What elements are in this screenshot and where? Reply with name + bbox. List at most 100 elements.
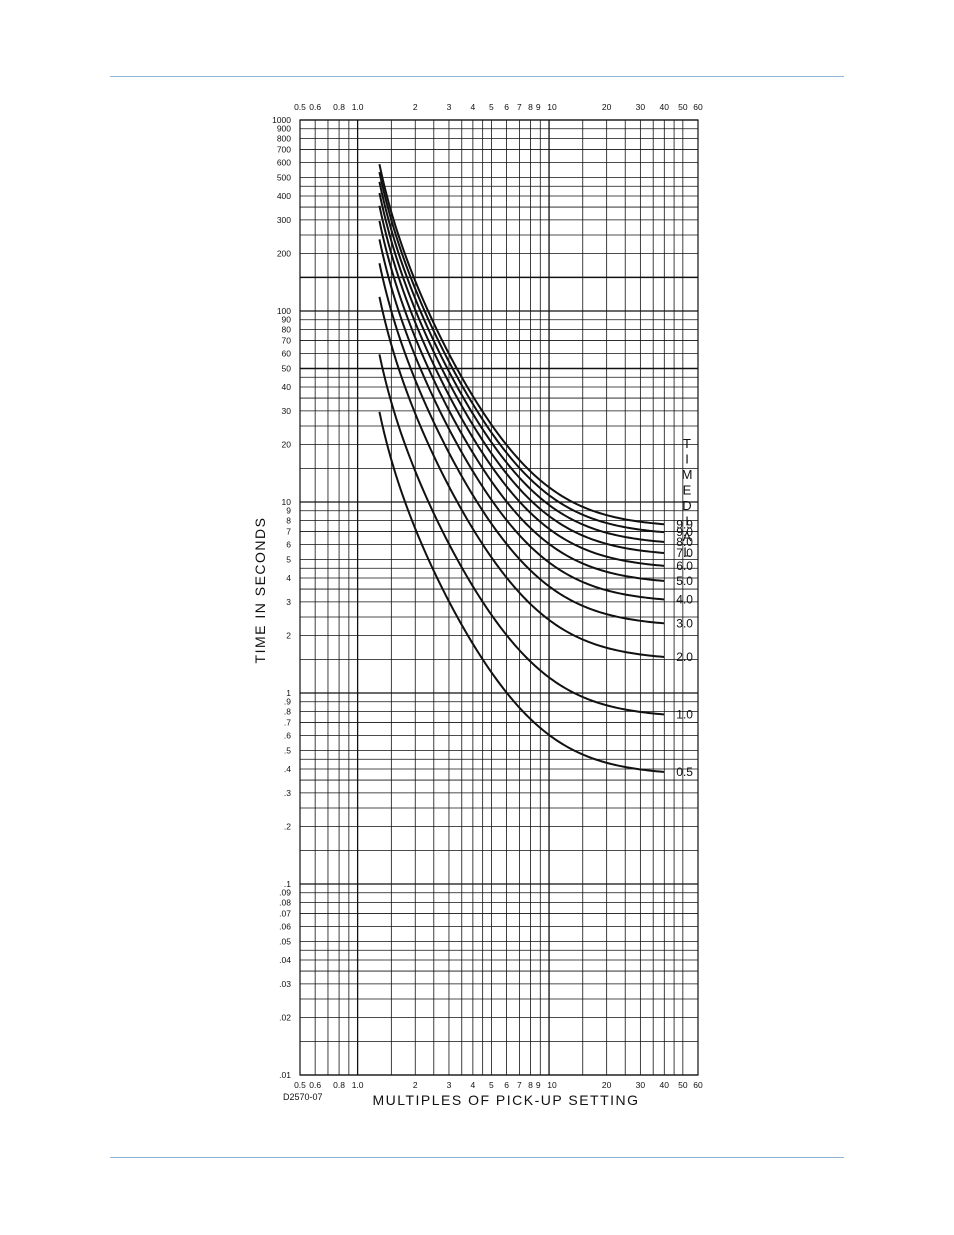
x-tick-label: 0.5	[294, 1080, 306, 1090]
dial-label: 6.0	[676, 559, 693, 573]
y-tick-label: 900	[277, 124, 291, 134]
x-tick-label: 0.5	[294, 102, 306, 112]
x-tick-label: 5	[489, 1080, 494, 1090]
y-tick-label: .05	[279, 936, 291, 946]
x-tick-label: 60	[693, 102, 703, 112]
dial-title-letter: I	[685, 452, 689, 467]
x-tick-label: 7	[517, 102, 522, 112]
y-tick-label: .2	[284, 822, 291, 832]
x-tick-label: 0.8	[333, 102, 345, 112]
y-tick-label: 2	[286, 631, 291, 641]
curve-dial-3-0	[378, 263, 665, 625]
time-dial-labels: 9.99.08.07.06.05.0 4.0 3.0 2.0 1.0 0.5	[676, 517, 693, 779]
dial-title-letter: L	[683, 545, 690, 560]
x-tick-label: 5	[489, 102, 494, 112]
y-tick-label: 5	[286, 554, 291, 564]
chart-grid	[299, 119, 699, 1076]
dial-title-letter: T	[683, 436, 691, 451]
y-tick-label: .5	[284, 745, 291, 755]
y-tick-label: .9	[284, 697, 291, 707]
y-tick-label: 7	[286, 527, 291, 537]
dial-label: 8.0	[676, 535, 693, 549]
y-tick-label: .4	[284, 764, 291, 774]
x-tick-label: 40	[660, 1080, 670, 1090]
dial-label: 4.0	[676, 592, 693, 606]
dial-label: 9.9	[676, 517, 693, 531]
x-tick-label: 8	[528, 1080, 533, 1090]
y-tick-label: 50	[282, 363, 292, 373]
y-tick-label: 70	[282, 336, 292, 346]
y-tick-label: 1000	[272, 115, 291, 125]
y-tick-label: 80	[282, 325, 292, 335]
y-tick-label: 1	[286, 688, 291, 698]
dial-title-letter: I	[685, 514, 689, 529]
dial-label: 5.0	[676, 574, 693, 588]
y-tick-label: .03	[279, 979, 291, 989]
x-tick-labels-bottom: 0.5 0.6 0.8 1.0 2 3 4 5 6 7 8 9 10 20 30 40 50 60	[294, 1080, 703, 1090]
x-tick-label: 8	[528, 102, 533, 112]
y-tick-label: .07	[279, 909, 291, 919]
dial-label: 7.0	[676, 546, 693, 560]
y-tick-label: 8	[286, 516, 291, 526]
y-tick-label: 40	[282, 382, 292, 392]
curve-dial-0-5	[378, 411, 665, 773]
y-tick-label: 30	[282, 406, 292, 416]
y-tick-label: .6	[284, 730, 291, 740]
y-tick-label: .09	[279, 888, 291, 898]
x-tick-label: 10	[547, 102, 557, 112]
curve-dial-4-0	[378, 239, 665, 601]
x-tick-label: 20	[602, 1080, 612, 1090]
dial-label: 2.0	[676, 650, 693, 664]
y-tick-label: .1	[284, 879, 291, 889]
x-tick-label: 6	[504, 102, 509, 112]
curve-dial-7-0	[378, 192, 665, 555]
curve-dial-9-9	[378, 164, 665, 526]
curve-dial-6-0	[378, 205, 665, 567]
y-tick-label: 9	[286, 506, 291, 516]
y-tick-label: 100	[277, 306, 291, 316]
y-tick-label: 600	[277, 157, 291, 167]
x-tick-label: 4	[471, 102, 476, 112]
x-tick-labels-top: 0.5 0.6 0.8 1.0 2 3 4 5 6 7 8 9 10 20 30 40 50 60	[294, 102, 703, 112]
y-tick-label: 500	[277, 172, 291, 182]
x-tick-label: 1.0	[352, 1080, 364, 1090]
y-tick-label: 6	[286, 539, 291, 549]
y-tick-label: 3	[286, 597, 291, 607]
y-axis-label: TIME IN SECONDS	[252, 517, 268, 664]
y-tick-label: 800	[277, 134, 291, 144]
x-tick-label: 6	[504, 1080, 509, 1090]
top-divider	[110, 76, 844, 77]
y-tick-label: 90	[282, 315, 292, 325]
x-tick-label: 9	[536, 102, 541, 112]
y-tick-label: .08	[279, 898, 291, 908]
dial-title-letter: E	[683, 483, 692, 498]
y-tick-label: .3	[284, 788, 291, 798]
x-tick-label: 0.6	[309, 102, 321, 112]
dial-label: 1.0	[676, 707, 693, 721]
y-tick-label: .01	[279, 1070, 291, 1080]
dial-title-letter: D	[682, 498, 691, 513]
x-tick-label: 9	[536, 1080, 541, 1090]
y-tick-label: 200	[277, 249, 291, 259]
x-tick-label: 3	[447, 1080, 452, 1090]
y-tick-label: .06	[279, 921, 291, 931]
x-tick-label: 3	[447, 102, 452, 112]
x-axis-label: MULTIPLES OF PICK-UP SETTING	[372, 1092, 639, 1108]
y-tick-label: 10	[282, 497, 292, 507]
x-tick-label: 40	[660, 102, 670, 112]
x-tick-label: 10	[547, 1080, 557, 1090]
curve-dial-5-0	[378, 220, 665, 582]
x-tick-label: 1.0	[352, 102, 364, 112]
x-tick-label: 2	[413, 102, 418, 112]
dial-label: 9.0	[676, 525, 693, 539]
curve-dial-8-0	[378, 181, 665, 543]
y-tick-label: .04	[279, 955, 291, 965]
bottom-divider	[110, 1157, 844, 1158]
x-tick-label: 0.8	[333, 1080, 345, 1090]
y-tick-label: 700	[277, 145, 291, 155]
curve-dial-9-0	[378, 171, 665, 534]
x-tick-label: 2	[413, 1080, 418, 1090]
